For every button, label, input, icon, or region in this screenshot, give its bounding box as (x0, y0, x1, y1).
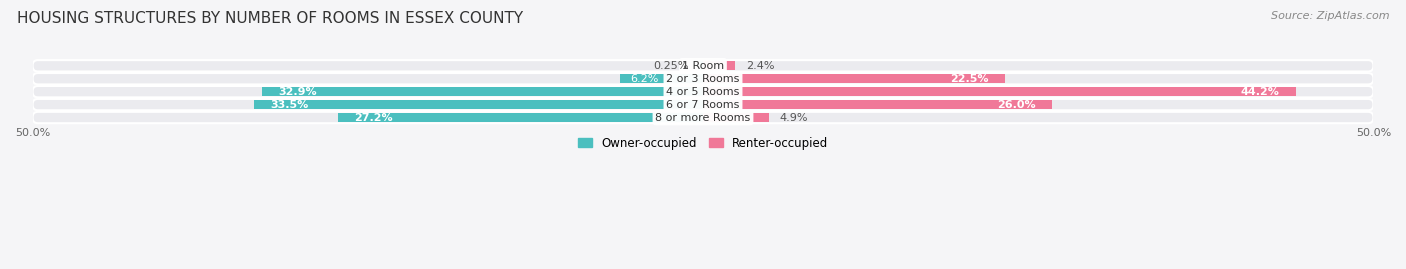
Text: 1 Room: 1 Room (682, 61, 724, 71)
Text: 4 or 5 Rooms: 4 or 5 Rooms (666, 87, 740, 97)
FancyBboxPatch shape (32, 73, 1374, 84)
Bar (703, 74, 1005, 83)
FancyBboxPatch shape (32, 99, 1374, 110)
Text: 4.9%: 4.9% (779, 112, 808, 123)
Text: 22.5%: 22.5% (950, 74, 988, 84)
Legend: Owner-occupied, Renter-occupied: Owner-occupied, Renter-occupied (572, 132, 834, 154)
Text: 27.2%: 27.2% (354, 112, 394, 123)
FancyBboxPatch shape (32, 86, 1374, 97)
Text: 26.0%: 26.0% (997, 100, 1035, 109)
Text: 6 or 7 Rooms: 6 or 7 Rooms (666, 100, 740, 109)
Bar (700, 61, 703, 70)
Text: 33.5%: 33.5% (270, 100, 308, 109)
Text: HOUSING STRUCTURES BY NUMBER OF ROOMS IN ESSEX COUNTY: HOUSING STRUCTURES BY NUMBER OF ROOMS IN… (17, 11, 523, 26)
Bar (620, 74, 703, 83)
Bar (703, 61, 735, 70)
Text: 44.2%: 44.2% (1240, 87, 1279, 97)
Text: 32.9%: 32.9% (278, 87, 316, 97)
Text: 2.4%: 2.4% (747, 61, 775, 71)
Bar (703, 87, 1295, 96)
Text: Source: ZipAtlas.com: Source: ZipAtlas.com (1271, 11, 1389, 21)
Text: 6.2%: 6.2% (631, 74, 659, 84)
Text: 8 or more Rooms: 8 or more Rooms (655, 112, 751, 123)
Text: 2 or 3 Rooms: 2 or 3 Rooms (666, 74, 740, 84)
FancyBboxPatch shape (32, 112, 1374, 123)
Bar (703, 100, 1052, 109)
FancyBboxPatch shape (32, 60, 1374, 72)
Text: 0.25%: 0.25% (654, 61, 689, 71)
Bar (703, 113, 769, 122)
Bar (339, 113, 703, 122)
Bar (254, 100, 703, 109)
Bar (262, 87, 703, 96)
